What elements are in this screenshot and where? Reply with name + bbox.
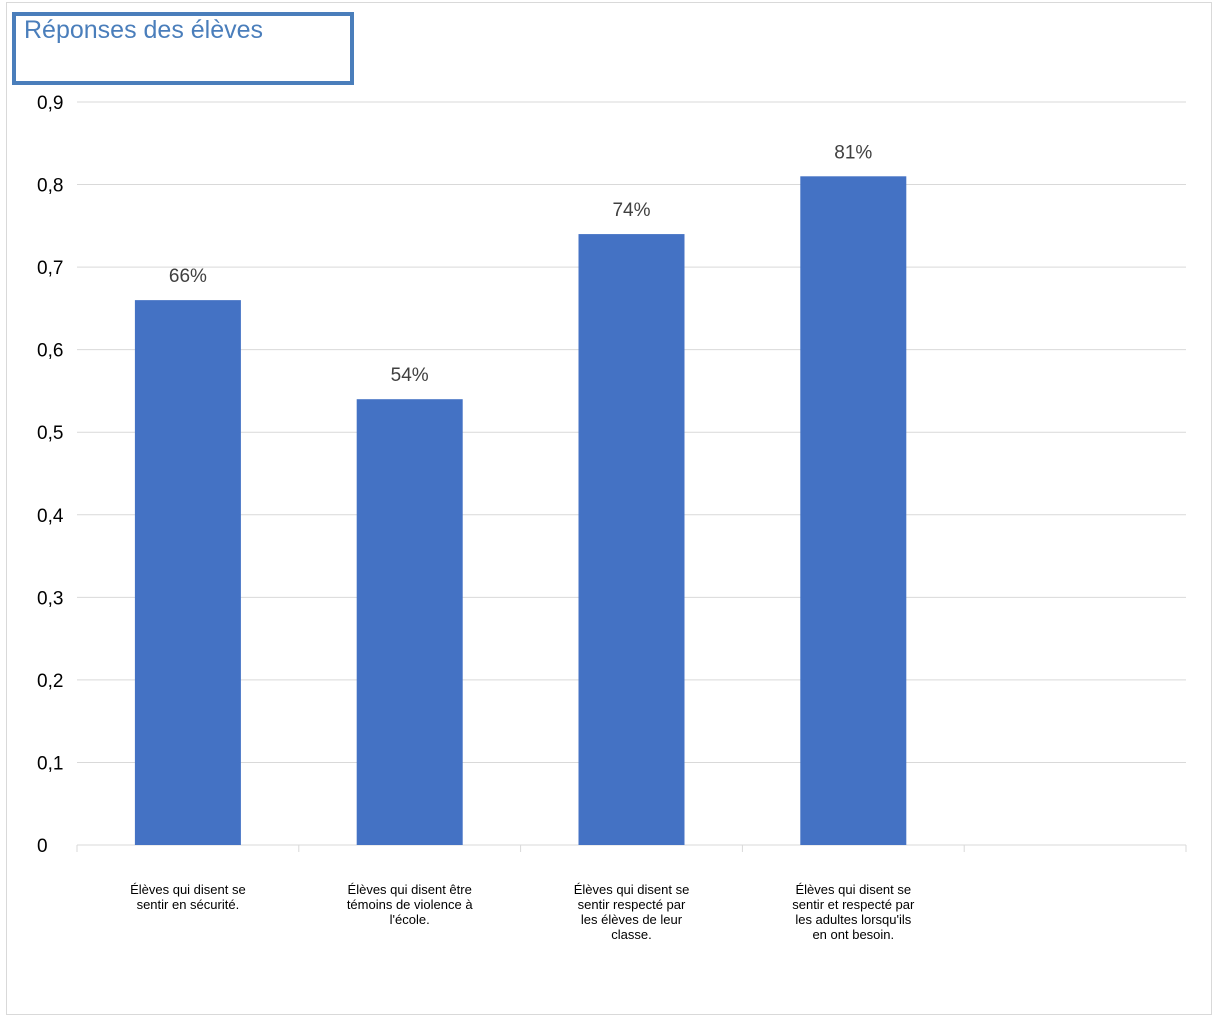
data-label: 74% bbox=[612, 200, 650, 221]
y-tick-label: 0,5 bbox=[37, 423, 63, 444]
y-tick-label: 0,6 bbox=[37, 341, 63, 362]
bar bbox=[800, 176, 907, 846]
x-category-label-line: Élèves qui disent se bbox=[795, 882, 912, 897]
data-label: 81% bbox=[834, 142, 872, 163]
x-category-label-line: l'école. bbox=[389, 912, 430, 927]
x-category-label-line: classe. bbox=[611, 927, 652, 942]
data-label: 54% bbox=[391, 365, 429, 386]
x-category-label: Élèves qui disent se sentir respecté par l… bbox=[547, 882, 717, 942]
x-category-label: Élèves qui disent se sentir et respecté p… bbox=[768, 882, 938, 942]
x-category-label: Élèves qui disent se sentir en sécurité. bbox=[103, 882, 273, 912]
y-tick-label: 0,4 bbox=[37, 506, 64, 527]
x-category-label-line: Élèves qui disent être bbox=[347, 882, 472, 897]
x-category-label-line: les adultes lorsqu'ils bbox=[795, 912, 912, 927]
x-category-label-line: témoins de violence à bbox=[346, 897, 473, 912]
y-tick-label: 0,8 bbox=[37, 176, 63, 197]
x-category-label-line: sentir en sécurité. bbox=[136, 897, 240, 912]
y-tick-label: 0,9 bbox=[37, 93, 63, 114]
y-tick-label: 0,2 bbox=[37, 671, 63, 692]
x-category-label: Élèves qui disent être témoins de violenc… bbox=[325, 882, 495, 927]
x-category-label-line: Élèves qui disent se bbox=[130, 882, 246, 897]
chart-frame bbox=[6, 2, 1212, 1015]
bar bbox=[578, 234, 685, 846]
x-category-label-line: sentir et respecté par bbox=[792, 897, 915, 912]
y-tick-label: 0,3 bbox=[37, 588, 63, 609]
bar bbox=[356, 399, 463, 845]
chart-title: Réponses des élèves bbox=[24, 16, 264, 44]
y-tick-label: 0,1 bbox=[37, 753, 63, 774]
data-label: 66% bbox=[169, 266, 207, 287]
bar bbox=[134, 300, 241, 846]
x-category-label-line: sentir respecté par bbox=[577, 897, 686, 912]
y-tick-label: 0,7 bbox=[37, 258, 63, 279]
x-category-label-line: en ont besoin. bbox=[812, 927, 895, 942]
y-tick-label: 0 bbox=[37, 836, 48, 857]
x-category-label-line: les élèves de leur bbox=[580, 912, 683, 927]
chart-title-box bbox=[12, 12, 354, 85]
x-category-label-line: Élèves qui disent se bbox=[573, 882, 690, 897]
